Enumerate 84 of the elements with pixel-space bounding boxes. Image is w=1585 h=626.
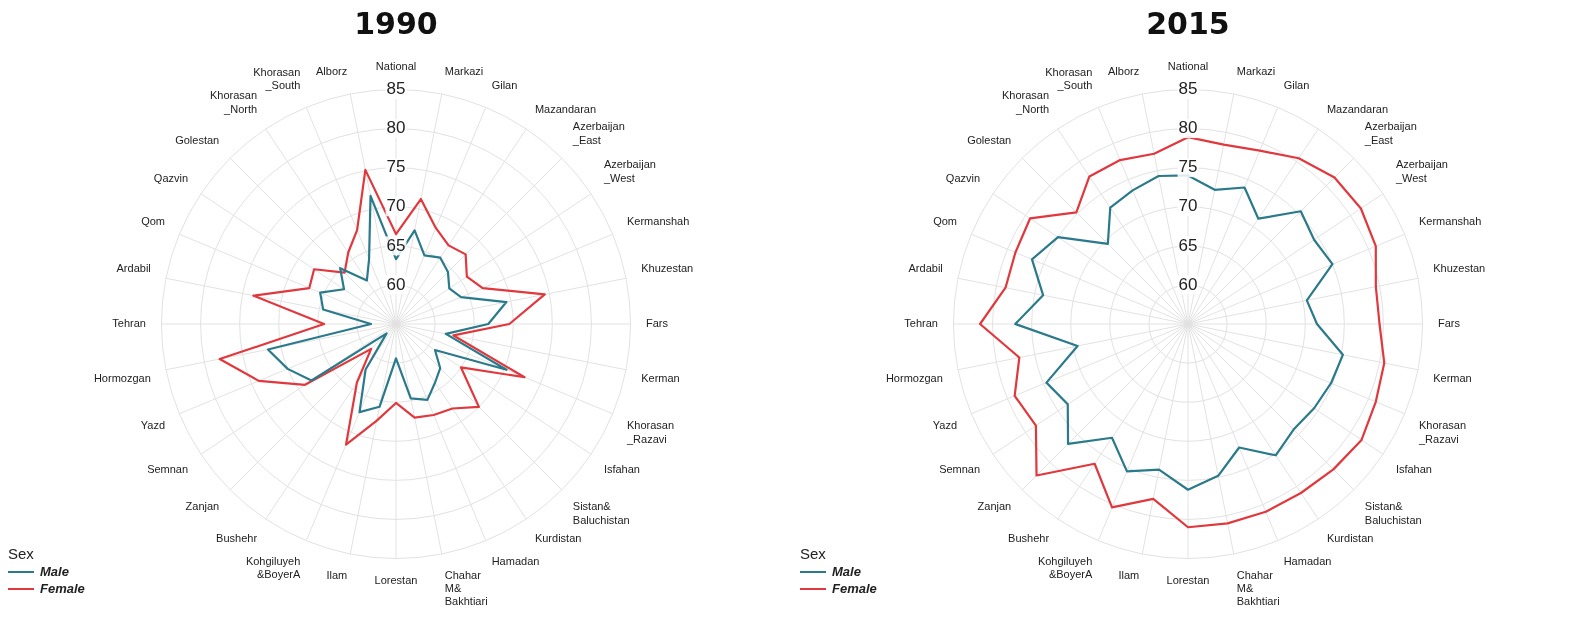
spoke-label: Sistan& Baluchistan bbox=[572, 500, 630, 526]
legend-label: Male bbox=[832, 564, 861, 579]
y-tick-label: 85 bbox=[1178, 79, 1198, 99]
spoke-label: Gilan bbox=[491, 79, 518, 92]
spoke-label: Ardabil bbox=[908, 261, 943, 274]
spoke-label: Kohgiluyeh &BoyerA bbox=[245, 554, 301, 580]
spoke-label: Khorasan _North bbox=[210, 89, 258, 115]
legend-title: Sex bbox=[8, 545, 35, 562]
spoke-label: Kerman bbox=[641, 372, 680, 385]
spoke-label: Qazvin bbox=[945, 171, 981, 184]
spoke-label: Golestan bbox=[967, 133, 1012, 146]
spoke-label: Alborz bbox=[316, 65, 348, 78]
legend-title: Sex bbox=[800, 545, 827, 562]
spoke-label: Kermanshah bbox=[626, 214, 690, 227]
spoke-label: Isfahan bbox=[603, 462, 640, 475]
spoke-label: Alborz bbox=[1108, 65, 1140, 78]
spoke-label: Gilan bbox=[1283, 79, 1310, 92]
chart-title: 2015 bbox=[1146, 5, 1230, 41]
spoke-label: Hormozgan bbox=[885, 372, 943, 385]
spoke-label: Qazvin bbox=[153, 171, 189, 184]
spoke-label: Azerbaijan _East bbox=[1363, 120, 1417, 146]
spoke-label: Kurdistan bbox=[1326, 531, 1374, 544]
y-tick-label: 60 bbox=[1178, 274, 1198, 294]
legend-label: Male bbox=[40, 564, 69, 579]
spoke-label: Qom bbox=[141, 214, 166, 227]
y-tick-label: 75 bbox=[1178, 157, 1198, 177]
spoke-label: Mazandaran bbox=[534, 102, 597, 115]
y-tick-label: 65 bbox=[386, 235, 406, 255]
chart-title: 1990 bbox=[354, 5, 438, 41]
y-tick-label: 80 bbox=[386, 118, 406, 138]
y-tick-label: 85 bbox=[386, 79, 406, 99]
spoke-label: Khorasan _South bbox=[1045, 66, 1093, 92]
spoke-label: Sistan& Baluchistan bbox=[1364, 500, 1422, 526]
spoke-label: Azerbaijan _West bbox=[1394, 158, 1448, 184]
spoke-label: National bbox=[375, 60, 417, 73]
spoke-label: Ardabil bbox=[116, 261, 151, 274]
legend-label: Female bbox=[40, 581, 85, 596]
spoke-label: Semnan bbox=[147, 462, 189, 475]
spoke-label: Kerman bbox=[1433, 372, 1472, 385]
y-tick-label: 70 bbox=[386, 196, 406, 216]
spoke-label: Kohgiluyeh &BoyerA bbox=[1037, 554, 1093, 580]
spoke-label: Markazi bbox=[1236, 65, 1276, 78]
y-tick-label: 75 bbox=[386, 157, 406, 177]
spoke-label: Fars bbox=[646, 317, 669, 330]
spoke-label: Golestan bbox=[175, 133, 220, 146]
spoke-label: Kurdistan bbox=[534, 531, 582, 544]
spoke-label: Khorasan _South bbox=[253, 66, 301, 92]
spoke-label: Ilam bbox=[1118, 568, 1140, 581]
spoke-label: Khorasan _Razavi bbox=[625, 419, 675, 445]
spoke-label: Zanjan bbox=[185, 500, 220, 513]
y-tick-label: 70 bbox=[1178, 196, 1198, 216]
spoke-label: Khorasan _Razavi bbox=[1417, 419, 1467, 445]
spoke-label: Khuzestan bbox=[1433, 261, 1486, 274]
spoke-label: Hamadan bbox=[491, 554, 540, 567]
spoke-label: Fars bbox=[1438, 317, 1461, 330]
spoke-label: Yazd bbox=[932, 419, 958, 432]
spoke-label: Markazi bbox=[444, 65, 484, 78]
spoke-label: Isfahan bbox=[1395, 462, 1432, 475]
spoke-label: Azerbaijan _West bbox=[602, 158, 656, 184]
spoke-label: Semnan bbox=[939, 462, 981, 475]
spoke-label: Bushehr bbox=[1008, 531, 1050, 544]
spoke-label: Azerbaijan _East bbox=[571, 120, 625, 146]
spoke-label: Hormozgan bbox=[93, 372, 151, 385]
spoke-label: Chahar M& Bakhtiari bbox=[1236, 568, 1280, 608]
spoke-label: Khorasan _North bbox=[1002, 89, 1050, 115]
spoke-label: Kermanshah bbox=[1418, 214, 1482, 227]
spoke-label: Bushehr bbox=[216, 531, 258, 544]
spoke-label: Lorestan bbox=[374, 573, 418, 586]
spoke-label: Qom bbox=[933, 214, 958, 227]
y-tick-label: 60 bbox=[386, 274, 406, 294]
y-tick-label: 80 bbox=[1178, 118, 1198, 138]
spoke-label: Ilam bbox=[326, 568, 348, 581]
spoke-label: Tehran bbox=[112, 317, 146, 330]
spoke-label: Tehran bbox=[904, 317, 938, 330]
spoke-label: Lorestan bbox=[1166, 573, 1210, 586]
spoke-label: Zanjan bbox=[977, 500, 1012, 513]
spoke-label: Yazd bbox=[140, 419, 166, 432]
spoke-label: Hamadan bbox=[1283, 554, 1332, 567]
spoke-label: Khuzestan bbox=[641, 261, 694, 274]
spoke-label: Mazandaran bbox=[1326, 102, 1389, 115]
spoke-label: National bbox=[1167, 60, 1209, 73]
y-tick-label: 65 bbox=[1178, 235, 1198, 255]
legend-label: Female bbox=[832, 581, 877, 596]
spoke-label: Chahar M& Bakhtiari bbox=[444, 568, 488, 608]
